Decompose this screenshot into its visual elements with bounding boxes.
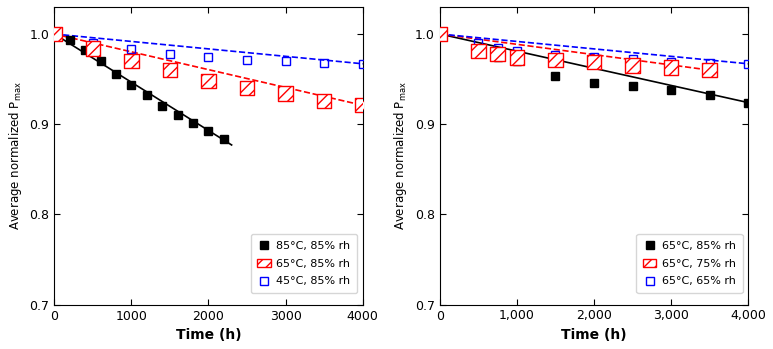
Y-axis label: Average normalized P$_{\rm max}$: Average normalized P$_{\rm max}$ — [7, 81, 24, 230]
Point — [279, 91, 291, 96]
Legend: 65°C, 85% rh, 65°C, 75% rh, 65°C, 65% rh: 65°C, 85% rh, 65°C, 75% rh, 65°C, 65% rh — [636, 234, 743, 293]
Point — [203, 78, 215, 84]
Point — [318, 98, 330, 104]
X-axis label: Time (h): Time (h) — [561, 328, 627, 342]
Point — [626, 63, 638, 68]
Point — [164, 67, 176, 73]
Point — [492, 51, 504, 57]
Point — [241, 86, 254, 91]
Point — [125, 58, 138, 64]
Y-axis label: Average normalized P$_{\rm max}$: Average normalized P$_{\rm max}$ — [393, 81, 410, 230]
Legend: 85°C, 85% rh, 65°C, 85% rh, 45°C, 85% rh: 85°C, 85% rh, 65°C, 85% rh, 45°C, 85% rh — [250, 234, 357, 293]
Point — [703, 67, 716, 73]
Point — [587, 59, 600, 65]
Point — [87, 46, 99, 51]
X-axis label: Time (h): Time (h) — [175, 328, 241, 342]
Point — [472, 49, 485, 54]
Point — [356, 103, 369, 108]
Point — [511, 55, 523, 60]
Point — [48, 31, 60, 37]
Point — [550, 57, 562, 63]
Point — [434, 31, 446, 37]
Point — [665, 65, 677, 70]
